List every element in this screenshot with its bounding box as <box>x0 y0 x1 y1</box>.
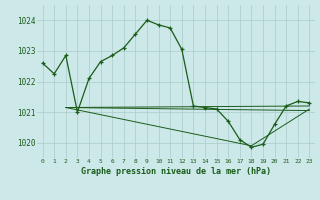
X-axis label: Graphe pression niveau de la mer (hPa): Graphe pression niveau de la mer (hPa) <box>81 167 271 176</box>
